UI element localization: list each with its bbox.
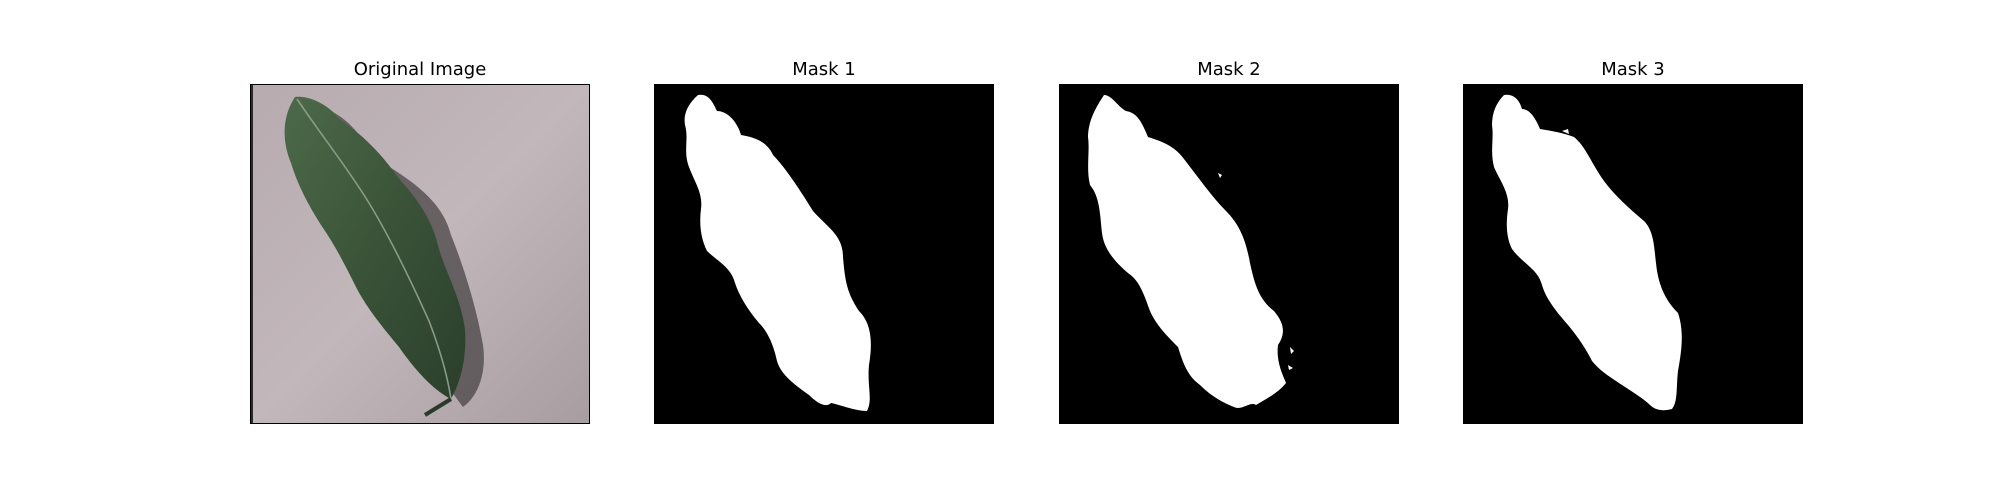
- mask-3-panel: Mask 3: [1463, 56, 1803, 424]
- mask-1-region: [684, 94, 871, 411]
- mask-3-speck-a: [1562, 129, 1569, 134]
- mask-2-region: [1088, 95, 1286, 408]
- leaf: [284, 96, 466, 399]
- mask-1-title: Mask 1: [792, 59, 856, 80]
- mask-2-speck-b: [1290, 347, 1294, 354]
- original-image: [250, 84, 590, 424]
- mask-2-panel: Mask 2: [1059, 56, 1399, 424]
- original-image-title: Original Image: [353, 59, 487, 80]
- mask-3-title: Mask 3: [1601, 59, 1665, 80]
- mask-2-title: Mask 2: [1197, 59, 1261, 80]
- mask-3-region: [1492, 94, 1682, 411]
- mask-3-image: [1463, 84, 1803, 424]
- photo-left-edge: [251, 85, 253, 423]
- original-image-panel: Original Image: [250, 56, 590, 424]
- mask-1-image: [654, 84, 994, 424]
- mask-1-panel: Mask 1: [654, 56, 994, 424]
- mask-2-image: [1059, 84, 1399, 424]
- leaf-stem: [423, 397, 453, 417]
- mask-2-speck-a: [1218, 173, 1222, 178]
- mask-2-speck-c: [1288, 365, 1293, 370]
- leaf-midrib: [296, 98, 452, 400]
